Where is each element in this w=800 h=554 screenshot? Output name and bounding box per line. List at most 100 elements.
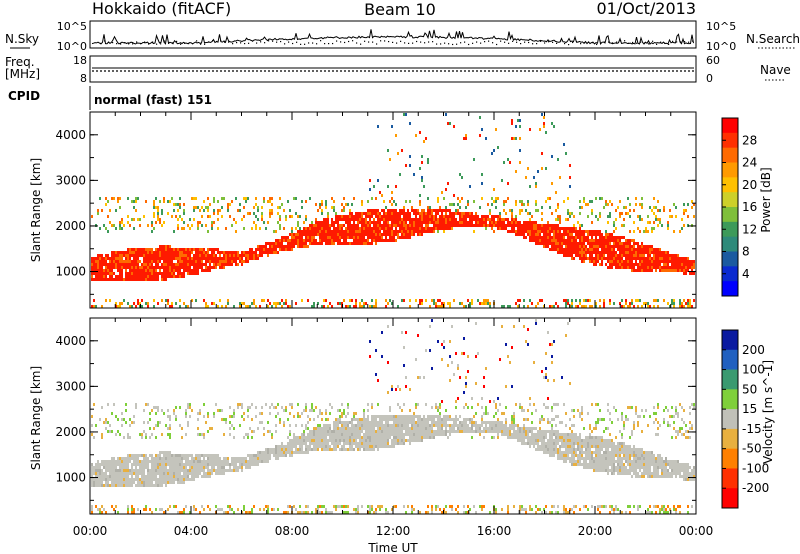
heatmap-cell [407,227,409,230]
heatmap-cell [283,421,285,424]
heatmap-cell [275,430,277,433]
heatmap-cell [187,248,189,251]
heatmap-cell [449,218,451,221]
heatmap-cell [107,469,109,472]
heatmap-cell [527,305,529,308]
heatmap-cell [219,260,221,263]
heatmap-cell [261,254,263,257]
heatmap-cell [607,221,609,224]
heatmap-cell [313,239,315,242]
heatmap-cell [187,475,189,478]
heatmap-cell [341,242,343,245]
heatmap-cell [597,218,599,221]
heatmap-cell [213,302,215,305]
heatmap-cell [261,206,263,209]
heatmap-cell [601,260,603,263]
heatmap-cell [169,275,171,278]
heatmap-cell [387,149,389,152]
heatmap-cell [183,508,185,511]
heatmap-cell [353,215,355,218]
heatmap-cell [637,248,639,251]
heatmap-cell [409,230,411,233]
colorbar-segment [722,221,738,238]
heatmap-cell [131,469,133,472]
heatmap-cell [321,203,323,206]
heatmap-cell [337,239,339,242]
heatmap-cell [109,266,111,269]
heatmap-cell [643,254,645,257]
heatmap-cell [333,442,335,445]
heatmap-cell [353,433,355,436]
nsearch-dot [616,41,618,43]
heatmap-cell [191,260,193,263]
heatmap-cell [311,236,313,239]
heatmap-cell [441,224,443,227]
heatmap-cell [189,472,191,475]
heatmap-cell [141,454,143,457]
heatmap-cell [109,469,111,472]
heatmap-cell [617,263,619,266]
heatmap-cell [213,248,215,251]
heatmap-cell [477,215,479,218]
heatmap-cell [345,439,347,442]
heatmap-cell [437,209,439,212]
heatmap-cell [109,472,111,475]
heatmap-cell [583,299,585,302]
heatmap-cell [143,272,145,275]
nsearch-dot [560,40,562,42]
heatmap-cell [91,469,93,472]
heatmap-cell [369,230,371,233]
heatmap-cell [303,233,305,236]
heatmap-cell [141,469,143,472]
heatmap-cell [335,433,337,436]
heatmap-cell [555,233,557,236]
heatmap-cell [609,200,611,203]
heatmap-cell [383,233,385,236]
heatmap-cell [475,224,477,227]
heatmap-cell [187,251,189,254]
heatmap-cell [439,215,441,218]
heatmap-cell [173,269,175,272]
heatmap-cell [389,215,391,218]
heatmap-cell [423,227,425,230]
heatmap-cell [499,227,501,230]
heatmap-cell [101,460,103,463]
heatmap-cell [591,257,593,260]
heatmap-cell [429,215,431,218]
heatmap-cell [371,442,373,445]
heatmap-cell [457,209,459,212]
heatmap-cell [305,451,307,454]
heatmap-cell [421,155,423,158]
heatmap-cell [409,122,411,125]
heatmap-cell [603,245,605,248]
heatmap-cell [361,305,363,308]
heatmap-cell [389,224,391,227]
heatmap-cell [531,224,533,227]
heatmap-cell [229,421,231,424]
heatmap-cell [119,260,121,263]
heatmap-cell [567,197,569,200]
heatmap-cell [611,239,613,242]
heatmap-cell [591,209,593,212]
heatmap-cell [591,242,593,245]
heatmap-cell [503,200,505,203]
heatmap-cell [191,248,193,251]
heatmap-cell [153,260,155,263]
heatmap-cell [213,263,215,266]
heatmap-cell [125,463,127,466]
heatmap-cell [113,197,115,200]
heatmap-cell [221,257,223,260]
heatmap-cell [289,412,291,415]
heatmap-cell [615,227,617,230]
heatmap-cell [657,218,659,221]
heatmap-cell [131,472,133,475]
heatmap-cell [441,215,443,218]
heatmap-cell [203,466,205,469]
y-tick-label: 4000 [55,128,86,142]
heatmap-cell [235,260,237,263]
heatmap-cell [161,481,163,484]
heatmap-cell [279,248,281,251]
heatmap-cell [359,439,361,442]
heatmap-cell [219,299,221,302]
heatmap-cell [303,230,305,233]
